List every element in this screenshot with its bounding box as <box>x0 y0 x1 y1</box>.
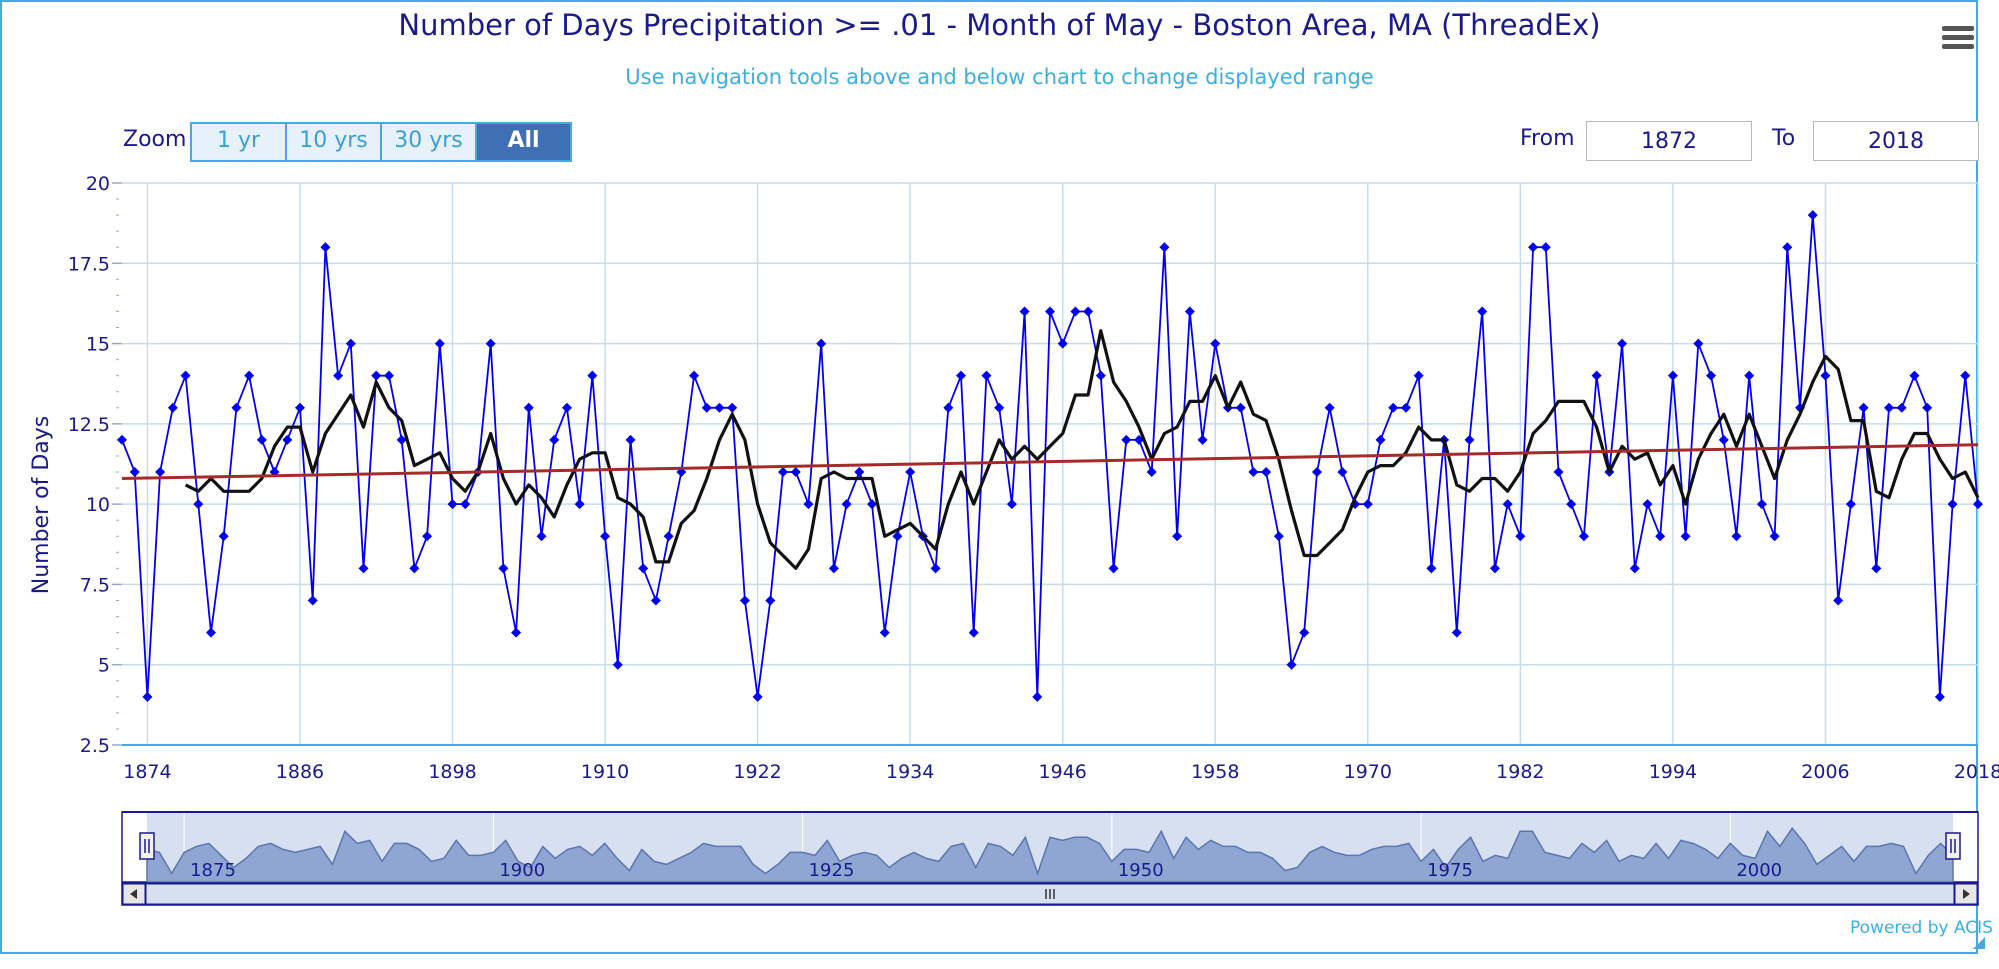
zoom-10yrs-button[interactable]: 10 yrs <box>285 122 382 162</box>
chart-title: Number of Days Precipitation >= .01 - Mo… <box>398 8 1601 42</box>
credits-link[interactable]: Powered by ACIS <box>1850 918 1993 938</box>
zoom-30yrs-button[interactable]: 30 yrs <box>380 122 477 162</box>
menu-bar <box>1942 26 1974 31</box>
menu-bar <box>1942 35 1974 40</box>
zoom-1yr-button[interactable]: 1 yr <box>190 122 287 162</box>
menu-bar <box>1942 44 1974 49</box>
to-input[interactable] <box>1813 121 1979 161</box>
from-label: From <box>1520 126 1575 151</box>
to-label: To <box>1772 126 1796 151</box>
zoom-all-button[interactable]: All <box>475 122 572 162</box>
chart-subtitle: Use navigation tools above and below cha… <box>625 65 1374 89</box>
from-input[interactable] <box>1586 121 1752 161</box>
hamburger-menu-icon[interactable] <box>1942 26 1974 52</box>
zoom-label: Zoom <box>123 127 187 152</box>
